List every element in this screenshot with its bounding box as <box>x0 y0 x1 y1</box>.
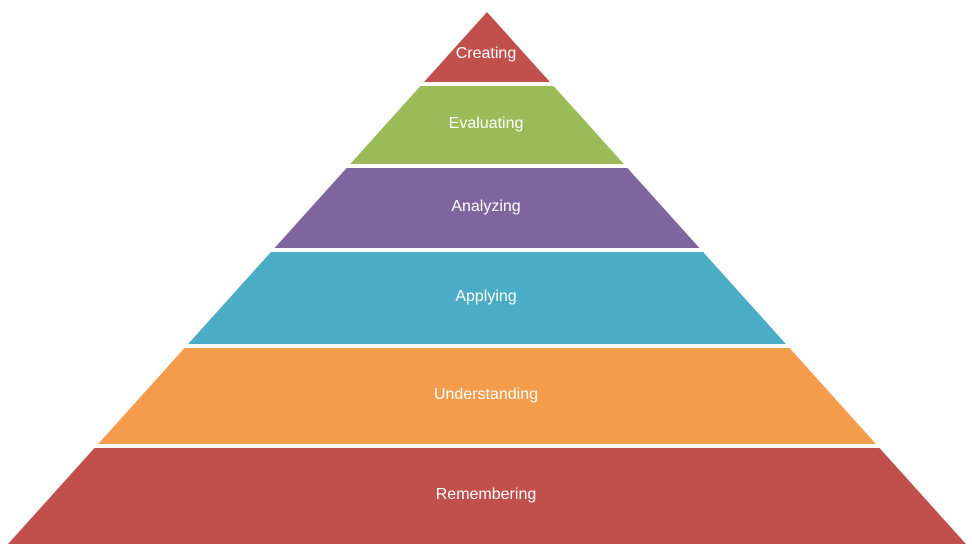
pyramid-level-3 <box>188 252 786 344</box>
pyramid-level-2 <box>275 168 700 248</box>
pyramid-svg <box>0 0 972 552</box>
pyramid-level-5 <box>8 448 966 544</box>
pyramid-level-1 <box>350 86 624 164</box>
pyramid-diagram: CreatingEvaluatingAnalyzingApplyingUnder… <box>0 0 972 552</box>
pyramid-level-0 <box>424 12 550 82</box>
pyramid-level-4 <box>98 348 876 444</box>
